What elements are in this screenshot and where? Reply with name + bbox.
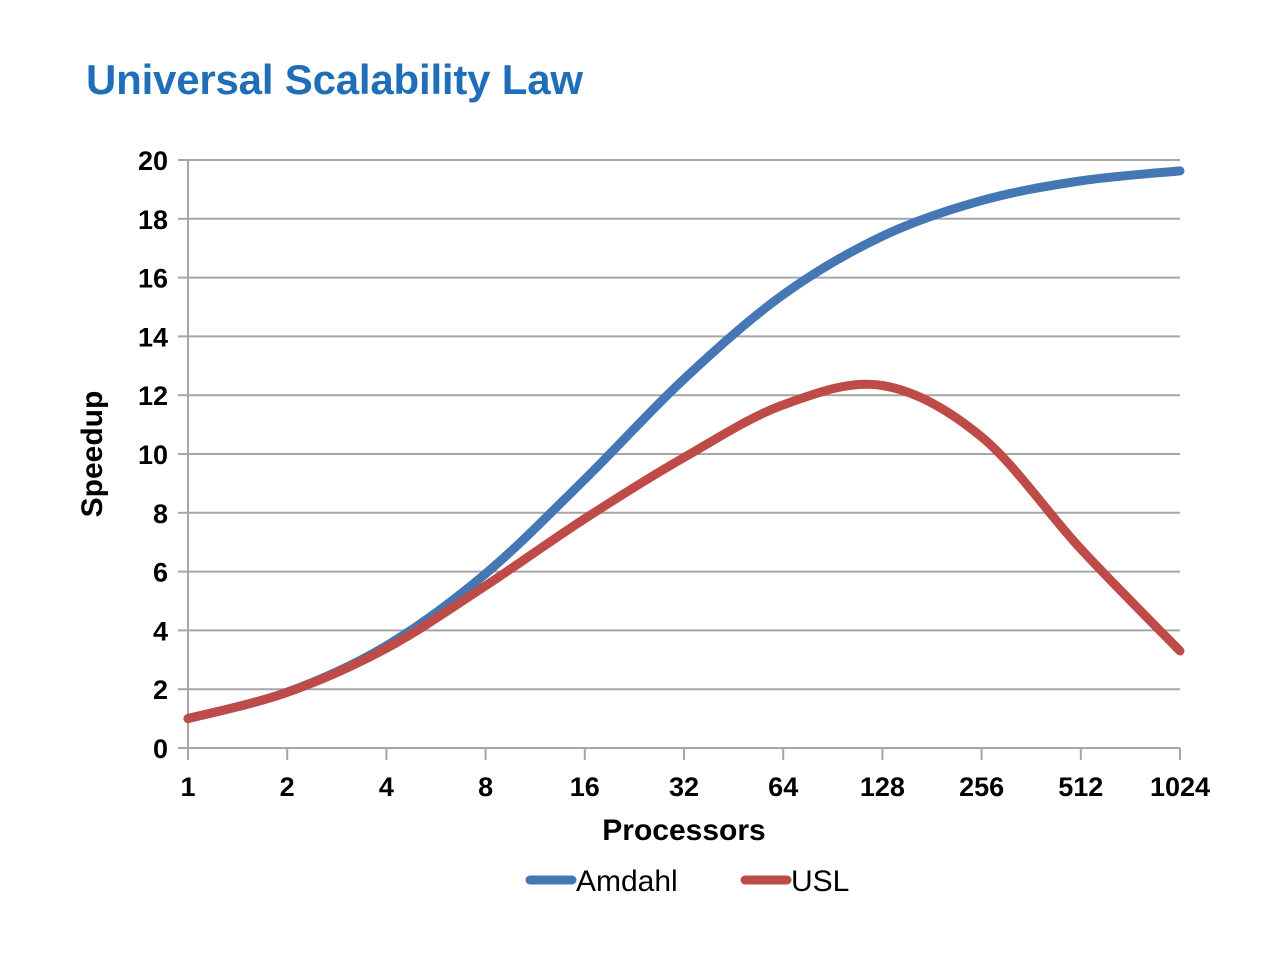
chart-legend: Amdahl USL (525, 865, 849, 898)
y-axis-tick-label: 0 (153, 734, 168, 764)
x-axis-title: Processors (602, 814, 765, 847)
y-axis-ticks (178, 159, 188, 749)
y-axis-title: Speedup (76, 391, 109, 518)
y-axis-tick-label: 14 (138, 322, 168, 352)
series-line-amdahl (183, 166, 1185, 724)
y-axis-tick-label: 8 (153, 499, 168, 529)
y-axis-tick-labels: 0 2 4 6 8 10 12 14 16 18 20 (138, 146, 168, 764)
y-axis-tick-label: 2 (153, 675, 168, 705)
legend-label-amdahl: Amdahl (576, 865, 678, 898)
x-axis-tick-label: 32 (669, 772, 699, 802)
x-axis-tick-label: 16 (570, 772, 600, 802)
x-axis-tick-label: 512 (1058, 772, 1103, 802)
y-axis-tick-label: 10 (138, 440, 168, 470)
chart-gridlines (188, 159, 1180, 691)
chart-figure: 0 2 4 6 8 10 12 14 16 18 20 1 2 4 8 16 32 64 128 256 512 102… (0, 130, 1288, 930)
series-line-usl (183, 379, 1185, 724)
y-axis-tick-label: 6 (153, 558, 168, 588)
x-axis-ticks (187, 748, 1181, 760)
x-axis-tick-label: 1024 (1150, 772, 1210, 802)
x-axis-tick-label: 128 (860, 772, 905, 802)
x-axis-tick-label: 1 (180, 772, 195, 802)
x-axis-tick-labels: 1 2 4 8 16 32 64 128 256 512 1024 (180, 772, 1210, 802)
y-axis-tick-label: 16 (138, 264, 168, 294)
y-axis-tick-label: 18 (138, 205, 168, 235)
y-axis-tick-label: 4 (153, 616, 168, 646)
x-axis-tick-label: 2 (280, 772, 295, 802)
x-axis-tick-label: 8 (478, 772, 493, 802)
page-title: Universal Scalability Law (86, 56, 583, 103)
x-axis-tick-label: 64 (768, 772, 798, 802)
x-axis-tick-label: 4 (379, 772, 394, 802)
y-axis-tick-label: 12 (138, 381, 168, 411)
y-axis-tick-label: 20 (138, 146, 168, 176)
legend-label-usl: USL (791, 865, 849, 898)
x-axis-tick-label: 256 (959, 772, 1004, 802)
